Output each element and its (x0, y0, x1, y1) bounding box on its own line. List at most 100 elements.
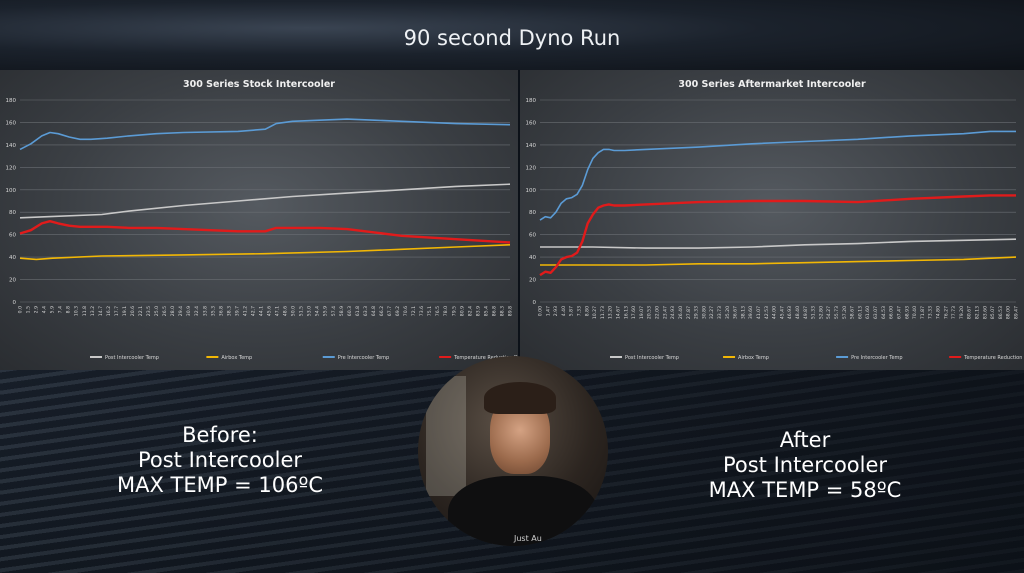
x-tick-label: 57.20 (842, 306, 848, 319)
x-tick-label: 85.4 (483, 306, 489, 316)
x-tick-label: 13.20 (608, 306, 614, 319)
x-tick-label: 88.3 (499, 306, 505, 316)
x-tick-label: 39.60 (748, 306, 754, 319)
x-tick-label: 30.9 (186, 306, 192, 316)
legend-label: Temperature Reduction Delta (963, 355, 1024, 361)
x-tick-label: 50.0 (291, 306, 297, 316)
x-tick-label: 36.8 (218, 306, 224, 316)
x-tick-label: 24.93 (670, 306, 676, 319)
x-tick-label: 63.3 (363, 306, 369, 316)
chart-stock-intercooler: 300 Series Stock Intercooler 0 20 40 60 80 100… (6, 79, 519, 361)
y-tick-label: 100 (526, 188, 537, 194)
series-line (19, 183, 511, 219)
after-caption-line-2: Post Intercooler (722, 453, 888, 477)
x-tick-label: 64.53 (881, 306, 887, 319)
y-tick-label: 80 (529, 210, 536, 216)
x-tick-label: 88.00 (1006, 306, 1012, 319)
series-line (540, 238, 1017, 249)
x-tick-label: 23.5 (146, 306, 152, 316)
series-line (539, 194, 1016, 277)
x-tick-label: 57.4 (331, 306, 337, 316)
x-tick-label: 38.3 (226, 306, 232, 316)
before-caption-line-1: Before: (182, 423, 258, 447)
series-line (19, 244, 511, 261)
chart-title: 300 Series Stock Intercooler (183, 79, 335, 90)
y-tick-label: 180 (6, 98, 17, 104)
x-tick-label: 49.87 (803, 306, 809, 319)
chart-panel-aftermarket: 300 Series Aftermarket Intercooler 0 20 40 6… (520, 70, 1024, 370)
x-tick-label: 22.1 (138, 306, 144, 316)
x-tick-label: 48.40 (795, 306, 801, 319)
x-tick-label: 67.47 (896, 306, 902, 319)
x-tick-label: 72.1 (411, 306, 417, 316)
x-tick-label: 77.73 (951, 306, 957, 319)
after-caption-line-3: MAX TEMP = 58ºC (708, 478, 902, 502)
x-tick-label: 61.60 (865, 306, 871, 319)
x-tick-label: 68.93 (904, 306, 910, 319)
x-tick-label: 41.2 (242, 306, 248, 316)
x-tick-label: 35.20 (725, 306, 731, 319)
series-line (539, 130, 1016, 221)
y-tick-label: 100 (6, 188, 17, 194)
x-tick-label: 54.4 (315, 306, 321, 316)
y-tick-label: 0 (533, 300, 537, 306)
y-tick-label: 20 (529, 278, 536, 284)
x-tick-label: 45.47 (779, 306, 785, 319)
x-tick-label: 48.6 (283, 306, 289, 316)
y-tick-label: 120 (526, 165, 537, 171)
y-tick-label: 120 (6, 165, 17, 171)
x-tick-label: 20.6 (130, 306, 136, 316)
y-tick-label: 40 (9, 255, 16, 261)
x-tick-label: 69.2 (395, 306, 401, 316)
x-tick-label: 38.13 (740, 306, 746, 319)
chart-title: 300 Series Aftermarket Intercooler (678, 79, 866, 90)
x-tick-label: 1.47 (545, 306, 551, 316)
series-line (540, 256, 1017, 266)
x-tick-label: 42.53 (764, 306, 770, 319)
y-tick-label: 60 (529, 233, 536, 239)
x-tick-label: 14.67 (616, 306, 622, 319)
x-tick-label: 53.0 (307, 306, 313, 316)
portrait-shirt (448, 476, 598, 546)
x-tick-label: 55.73 (834, 306, 840, 319)
portrait-hair (484, 382, 556, 414)
x-tick-label: 52.80 (818, 306, 824, 319)
x-tick-label: 70.6 (403, 306, 409, 316)
x-tick-label: 51.5 (299, 306, 305, 316)
x-tick-label: 42.7 (250, 306, 256, 316)
x-tick-label: 51.33 (811, 306, 817, 319)
x-tick-label: 2.9 (34, 306, 40, 313)
x-tick-label: 10.3 (74, 306, 80, 316)
x-tick-label: 67.7 (387, 306, 393, 316)
x-tick-label: 76.5 (435, 306, 441, 316)
y-tick-label: 40 (529, 255, 536, 261)
series-line (19, 219, 511, 244)
x-tick-label: 74.80 (935, 306, 941, 319)
x-tick-label: 79.5 (451, 306, 457, 316)
y-tick-label: 160 (526, 120, 537, 126)
x-tick-label: 0.00 (538, 306, 544, 316)
x-tick-label: 70.40 (912, 306, 918, 319)
x-tick-label: 86.53 (998, 306, 1004, 319)
x-tick-label: 35.3 (210, 306, 216, 316)
x-tick-label: 71.87 (920, 306, 926, 319)
x-tick-label: 32.27 (709, 306, 715, 319)
x-tick-label: 5.9 (50, 306, 56, 313)
x-tick-label: 17.60 (631, 306, 637, 319)
x-tick-label: 32.4 (194, 306, 200, 316)
x-tick-label: 55.9 (323, 306, 329, 316)
x-tick-label: 76.27 (943, 306, 949, 319)
x-tick-label: 36.67 (733, 306, 739, 319)
x-tick-label: 26.5 (162, 306, 168, 316)
x-tick-label: 63.07 (873, 306, 879, 319)
legend-label: Post Intercooler Temp (105, 355, 159, 361)
x-tick-label: 41.07 (756, 306, 762, 319)
x-tick-label: 5.87 (569, 306, 575, 316)
x-tick-label: 33.8 (202, 306, 208, 316)
x-tick-label: 20.53 (647, 306, 653, 319)
x-tick-label: 8.80 (584, 306, 590, 316)
x-tick-label: 28.0 (170, 306, 176, 316)
y-tick-label: 0 (13, 300, 17, 306)
after-caption: After Post Intercooler MAX TEMP = 58ºC (680, 428, 930, 503)
x-tick-label: 44.1 (258, 306, 264, 316)
